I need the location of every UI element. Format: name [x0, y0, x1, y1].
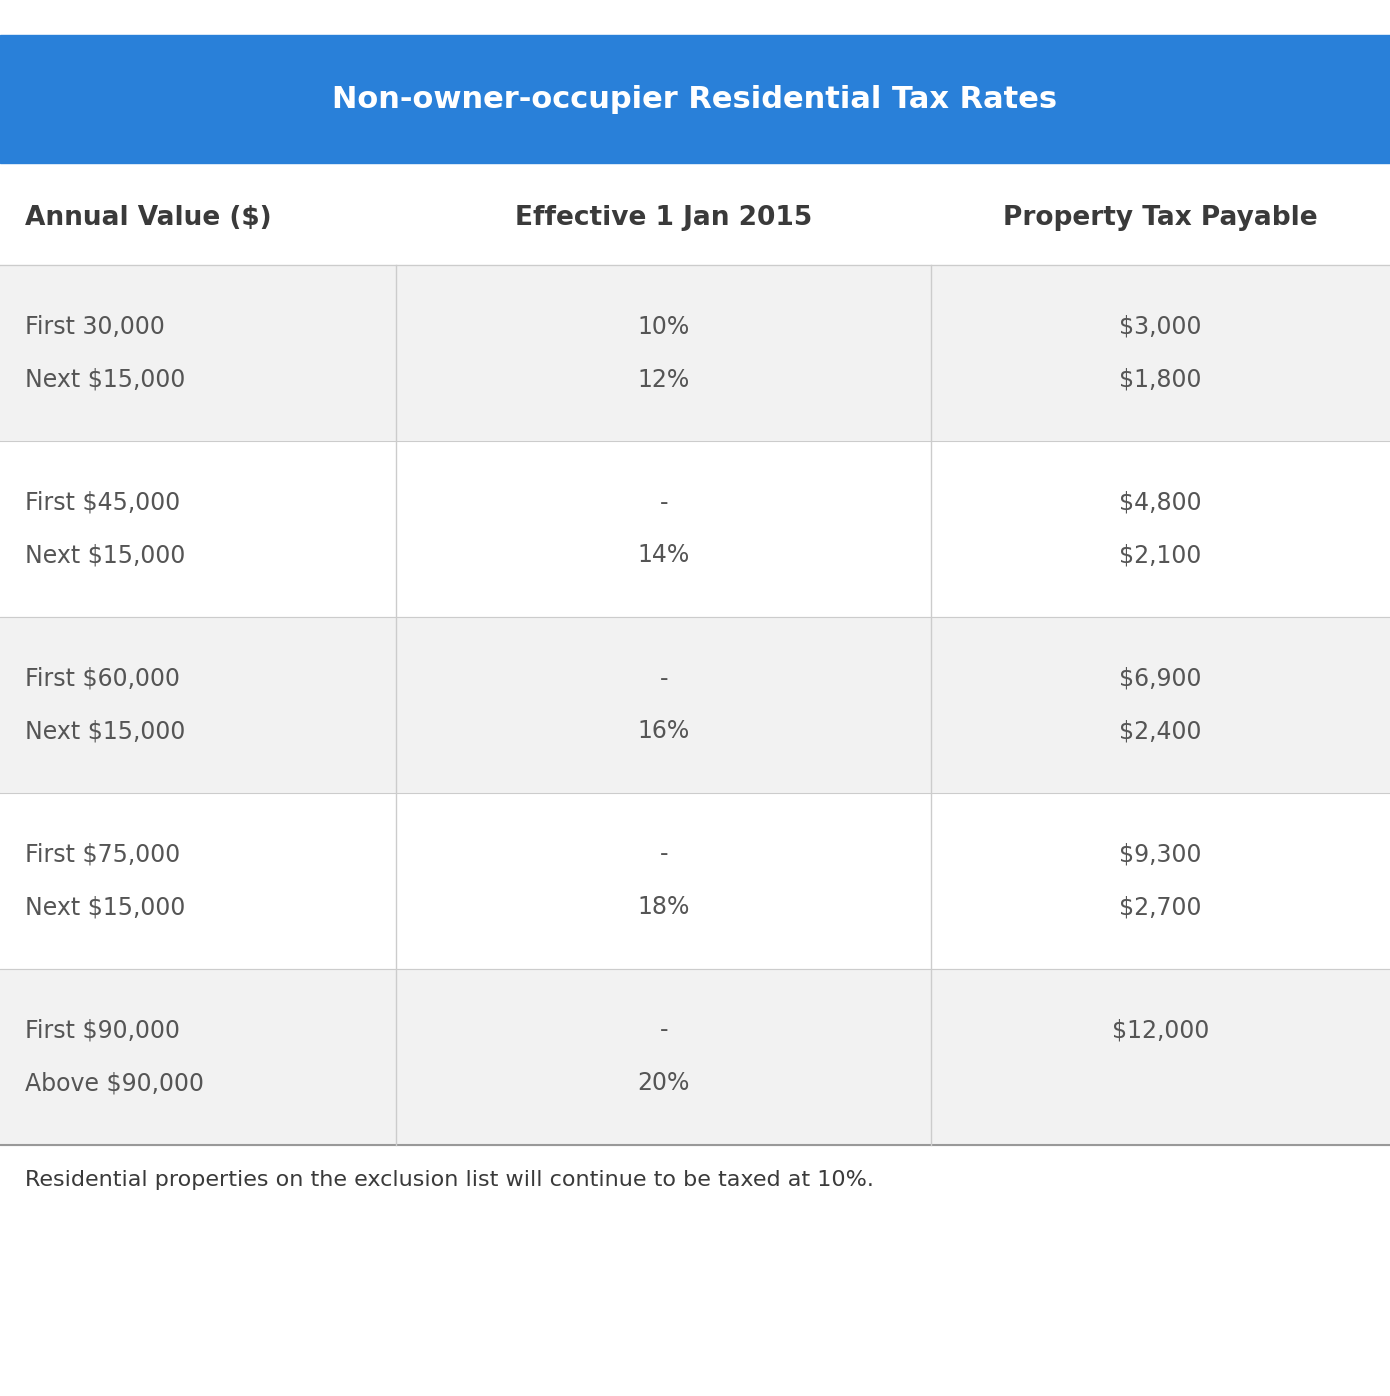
Text: $1,800: $1,800 [1119, 367, 1202, 391]
Text: Non-owner-occupier Residential Tax Rates: Non-owner-occupier Residential Tax Rates [332, 85, 1058, 113]
Text: Next $15,000: Next $15,000 [25, 543, 185, 567]
Bar [0, 617, 1390, 793]
Text: Next $15,000: Next $15,000 [25, 367, 185, 391]
Text: $2,100: $2,100 [1119, 543, 1202, 567]
Text: First 30,000: First 30,000 [25, 315, 165, 339]
Text: $2,400: $2,400 [1119, 719, 1202, 743]
Text: First $45,000: First $45,000 [25, 491, 181, 515]
Text: 18%: 18% [638, 895, 689, 919]
Text: 20%: 20% [638, 1071, 689, 1094]
Bar [0, 969, 1390, 1145]
Text: 16%: 16% [638, 719, 689, 743]
Text: $6,900: $6,900 [1119, 667, 1202, 691]
Text: $3,000: $3,000 [1119, 315, 1202, 339]
Text: 14%: 14% [638, 543, 689, 567]
Text: Annual Value ($): Annual Value ($) [25, 205, 271, 230]
Text: First $90,000: First $90,000 [25, 1019, 181, 1043]
Text: -: - [659, 667, 669, 691]
Text: First $75,000: First $75,000 [25, 843, 181, 867]
Text: -: - [659, 491, 669, 515]
Text: -: - [659, 843, 669, 867]
Text: First $60,000: First $60,000 [25, 667, 181, 691]
Text: $4,800: $4,800 [1119, 491, 1202, 515]
Text: $12,000: $12,000 [1112, 1019, 1209, 1043]
Text: $9,300: $9,300 [1119, 843, 1202, 867]
Bar [0, 170, 1390, 265]
Text: $2,700: $2,700 [1119, 895, 1202, 919]
Bar [0, 35, 1390, 163]
Text: Next $15,000: Next $15,000 [25, 719, 185, 743]
Text: 12%: 12% [638, 367, 689, 391]
Text: Property Tax Payable: Property Tax Payable [1004, 205, 1318, 230]
Text: -: - [659, 1019, 669, 1043]
Text: Effective 1 Jan 2015: Effective 1 Jan 2015 [516, 205, 812, 230]
Bar [0, 265, 1390, 441]
Bar [0, 441, 1390, 617]
Text: Residential properties on the exclusion list will continue to be taxed at 10%.: Residential properties on the exclusion … [25, 1170, 874, 1189]
Text: Next $15,000: Next $15,000 [25, 895, 185, 919]
Text: Above $90,000: Above $90,000 [25, 1071, 204, 1094]
Bar [0, 793, 1390, 969]
Text: 10%: 10% [638, 315, 689, 339]
